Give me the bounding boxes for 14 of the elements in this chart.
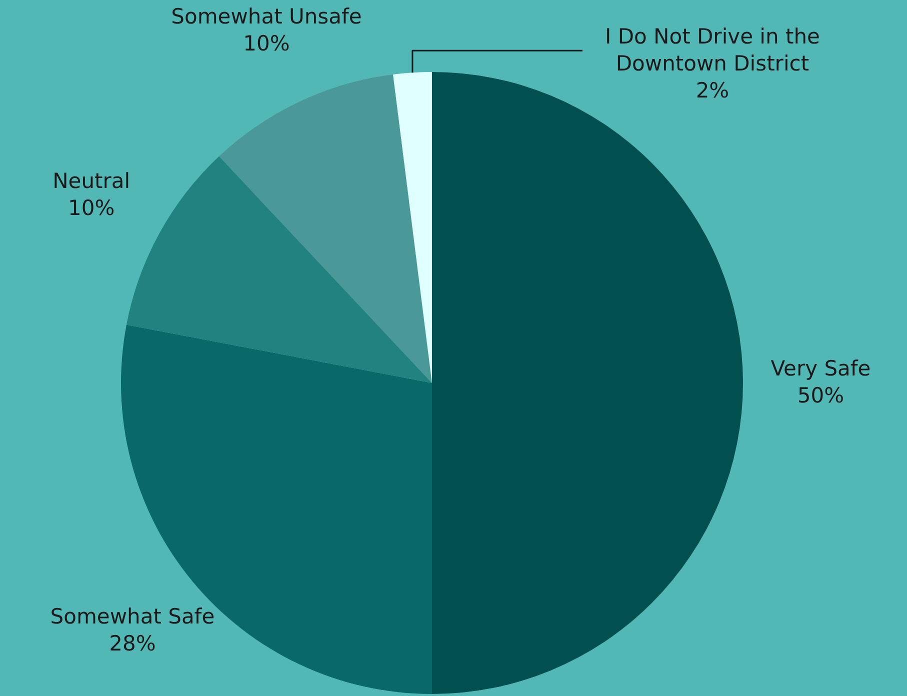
data-label: 28% xyxy=(109,631,156,656)
data-label: 10% xyxy=(243,32,290,56)
slice-label: Somewhat Safe xyxy=(50,604,215,628)
slice-label: I Do Not Drive in the Downtown District xyxy=(604,24,820,76)
pie-slice xyxy=(219,74,432,383)
pie-slice xyxy=(393,72,432,383)
slice-label: Somewhat Unsafe xyxy=(171,4,362,29)
data-label: 2% xyxy=(696,78,730,103)
data-label: 10% xyxy=(68,196,115,220)
pie-slice xyxy=(126,156,432,383)
slice-label: Very Safe xyxy=(770,356,871,380)
data-label: 50% xyxy=(797,384,844,408)
pie-slice xyxy=(432,72,742,694)
slice-label: Neutral xyxy=(52,169,130,194)
